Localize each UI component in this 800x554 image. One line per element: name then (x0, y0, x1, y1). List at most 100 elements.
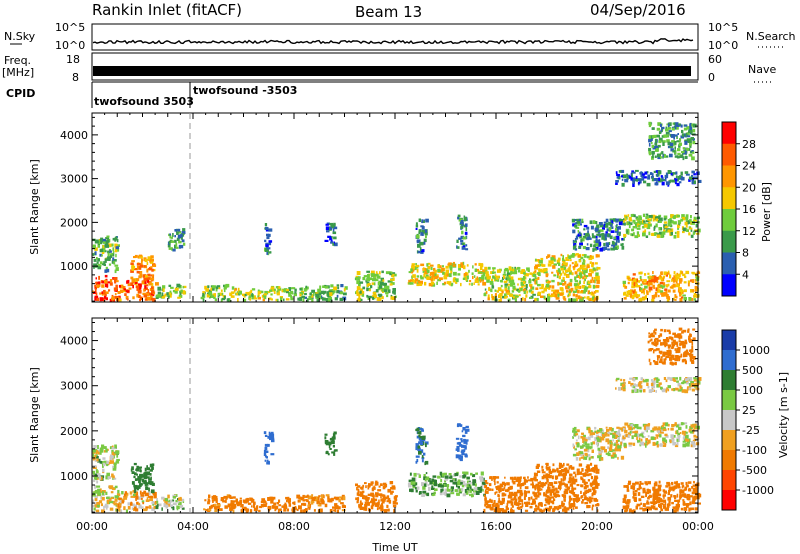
echo-cell (423, 238, 427, 243)
echo-cell (487, 266, 491, 270)
echo-cell (412, 485, 416, 489)
echo-cell (656, 280, 659, 284)
echo-cell (664, 174, 669, 179)
echo-cell (548, 466, 551, 470)
echo-cell (679, 385, 682, 389)
echo-cell (556, 259, 560, 263)
echo-cell (644, 229, 647, 233)
echo-cell (145, 506, 149, 509)
echo-cell (655, 390, 657, 393)
echo-cell (626, 230, 628, 234)
echo-cell (583, 272, 586, 276)
echo-cell (656, 383, 660, 388)
echo-cell (356, 486, 358, 491)
echo-cell (595, 239, 599, 244)
echo-cell (376, 274, 379, 277)
echo-cell (515, 295, 519, 298)
echo-cell (360, 288, 363, 293)
echo-cell (327, 496, 330, 500)
echo-cell (626, 221, 629, 225)
echo-cell (503, 280, 508, 284)
echo-cell (523, 270, 526, 275)
echo-cell (648, 506, 652, 511)
echo-cell (686, 484, 689, 488)
echo-cell (273, 288, 276, 291)
echo-cell (458, 267, 461, 271)
echo-cell (378, 499, 380, 503)
echo-cell (316, 298, 320, 302)
echo-cell (148, 478, 152, 481)
echo-cell (151, 481, 154, 485)
echo-cell (304, 292, 307, 296)
echo-cell (571, 218, 576, 223)
echo-cell (419, 247, 422, 251)
echo-cell (156, 500, 159, 504)
echo-cell (304, 288, 307, 292)
echo-cell (424, 281, 427, 286)
echo-cell (630, 177, 633, 181)
echo-cell (466, 264, 469, 267)
echo-cell (284, 504, 287, 509)
echo-cell (660, 234, 664, 238)
echo-cell (589, 261, 592, 264)
echo-cell (118, 509, 121, 512)
echo-cell (656, 428, 659, 432)
echo-cell (488, 288, 491, 291)
echo-cell (665, 379, 668, 383)
echo-cell (332, 506, 336, 509)
echo-cell (336, 505, 339, 509)
echo-cell (119, 289, 124, 293)
echo-cell (688, 297, 692, 301)
echo-cell (370, 285, 373, 289)
echo-cell (609, 235, 613, 239)
echo-cell (513, 491, 518, 496)
echo-cell (576, 484, 580, 487)
echo-cell (505, 505, 508, 509)
echo-cell (668, 122, 672, 126)
echo-cell (570, 466, 575, 470)
echo-cell (561, 263, 564, 268)
echo-cell (151, 277, 155, 281)
echo-cell (145, 499, 150, 502)
echo-cell (277, 298, 279, 302)
echo-cell (654, 232, 656, 236)
echo-cell (566, 283, 570, 287)
echo-cell (504, 493, 507, 497)
echo-cell (642, 173, 646, 176)
echo-cell (614, 247, 617, 250)
echo-cell (588, 273, 592, 277)
echo-cell (552, 265, 556, 269)
echo-cell (367, 487, 370, 490)
echo-cell (683, 432, 686, 436)
echo-cell (118, 497, 122, 500)
echo-cell (647, 176, 651, 180)
echo-cell (583, 288, 588, 291)
echo-cell (671, 278, 673, 282)
echo-cell (679, 495, 682, 500)
echo-cell (207, 501, 210, 505)
echo-cell (417, 445, 421, 449)
echo-cell (677, 289, 680, 293)
echo-cell (240, 504, 244, 508)
echo-cell (643, 426, 647, 430)
echo-cell (516, 507, 519, 510)
echo-cell (619, 433, 622, 437)
echo-cell (327, 293, 330, 298)
echo-cell (547, 501, 550, 505)
nsearch-label: N.Search (746, 30, 796, 43)
echo-cell (161, 288, 164, 292)
echo-cell (644, 285, 648, 289)
echo-cell (157, 291, 161, 296)
echo-cell (594, 221, 598, 225)
echo-cell (626, 499, 631, 503)
echo-cell (109, 298, 112, 303)
echo-cell (431, 275, 435, 278)
echo-cell (539, 484, 543, 487)
echo-cell (112, 253, 115, 257)
echo-cell (412, 274, 416, 278)
echo-cell (171, 499, 175, 502)
echo-cell (663, 217, 667, 221)
echo-cell (634, 489, 638, 493)
echo-cell (686, 135, 691, 138)
echo-cell (109, 250, 112, 253)
